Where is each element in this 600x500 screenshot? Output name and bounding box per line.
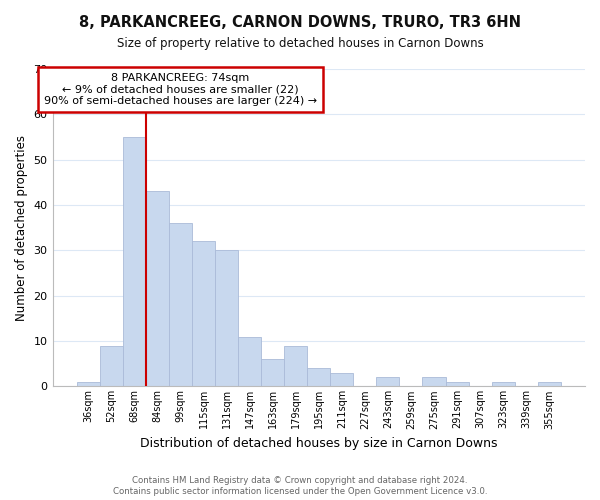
Bar [215,250,238,386]
Text: Size of property relative to detached houses in Carnon Downs: Size of property relative to detached ho… [116,38,484,51]
Text: Contains public sector information licensed under the Open Government Licence v3: Contains public sector information licen… [113,487,487,496]
Bar [284,346,307,387]
Text: 8 PARKANCREEG: 74sqm
← 9% of detached houses are smaller (22)
90% of semi-detach: 8 PARKANCREEG: 74sqm ← 9% of detached ho… [44,73,317,106]
Text: Contains HM Land Registry data © Crown copyright and database right 2024.: Contains HM Land Registry data © Crown c… [132,476,468,485]
Text: 8, PARKANCREEG, CARNON DOWNS, TRURO, TR3 6HN: 8, PARKANCREEG, CARNON DOWNS, TRURO, TR3… [79,15,521,30]
Bar [446,382,469,386]
X-axis label: Distribution of detached houses by size in Carnon Downs: Distribution of detached houses by size … [140,437,497,450]
Bar [330,373,353,386]
Bar [100,346,123,387]
Bar [422,378,446,386]
Bar [307,368,330,386]
Bar [77,382,100,386]
Y-axis label: Number of detached properties: Number of detached properties [15,134,28,320]
Bar [538,382,561,386]
Bar [261,359,284,386]
Bar [123,137,146,386]
Bar [169,223,192,386]
Bar [146,192,169,386]
Bar [192,242,215,386]
Bar [238,336,261,386]
Bar [491,382,515,386]
Bar [376,378,400,386]
